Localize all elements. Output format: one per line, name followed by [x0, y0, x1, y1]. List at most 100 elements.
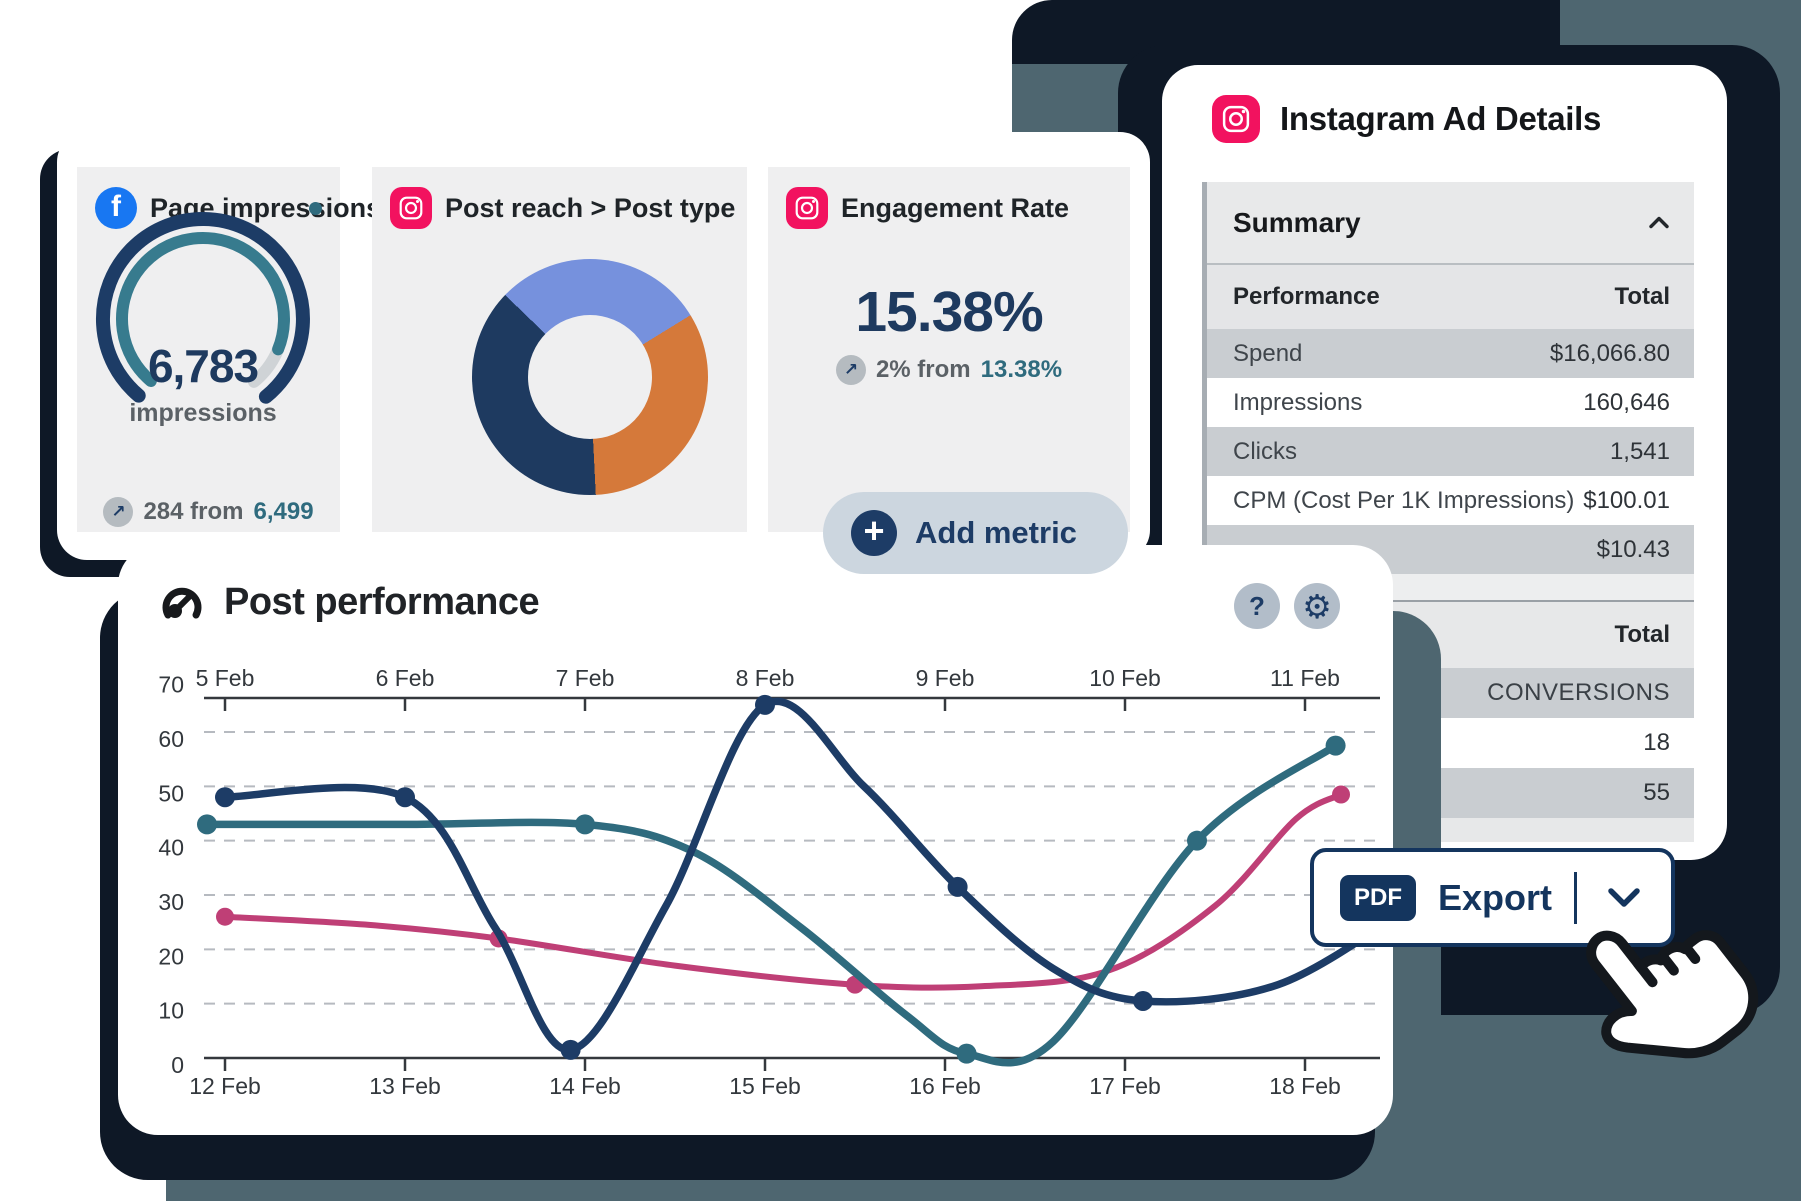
x-axis-bottom-label: 15 Feb: [729, 1073, 801, 1099]
x-axis-top-label: 5 Feb: [196, 665, 255, 691]
x-axis-top-label: 11 Feb: [1270, 665, 1340, 691]
row-value: $10.43: [1596, 535, 1670, 563]
facebook-icon: f: [95, 187, 137, 229]
table-row: Impressions 160,646: [1207, 378, 1694, 427]
summary-section-label: Summary: [1233, 206, 1361, 238]
export-divider: [1574, 871, 1577, 924]
series-teal-line: [203, 741, 1340, 1067]
series-pink-point: [1332, 785, 1350, 804]
pdf-badge: PDF: [1340, 874, 1416, 921]
x-axis-top-label: 7 Feb: [556, 665, 615, 691]
x-axis-bottom-label: 16 Feb: [909, 1073, 981, 1099]
tile-page-impressions[interactable]: f Page impressions 6,783 impressions ↗ 2…: [77, 167, 381, 532]
series-teal-point: [1325, 735, 1346, 756]
row-value: CONVERSIONS: [1487, 679, 1670, 706]
chevron-down-icon[interactable]: [1607, 887, 1641, 909]
table-row: Spend $16,066.80: [1207, 329, 1694, 378]
row-value: 18: [1643, 729, 1670, 756]
panel-header: Instagram Ad Details: [1212, 95, 1601, 143]
tile-post-reach[interactable]: Post reach > Post type: [372, 167, 747, 532]
series-navy-point: [215, 787, 235, 808]
export-button[interactable]: PDF Export: [1310, 848, 1675, 947]
column-total-2: Total: [1614, 621, 1670, 648]
row-value: $100.01: [1583, 486, 1670, 514]
series-teal-point: [575, 814, 595, 835]
y-axis-label: 70: [158, 672, 184, 698]
series-navy-line: [221, 697, 1393, 1054]
x-axis-bottom-label: 12 Feb: [189, 1073, 261, 1099]
series-teal-point: [956, 1043, 977, 1064]
add-metric-button[interactable]: + Add metric: [823, 492, 1128, 574]
x-axis-top-label: 8 Feb: [736, 665, 795, 691]
summary-section-header[interactable]: Summary: [1207, 182, 1694, 263]
gear-icon[interactable]: ⚙: [1294, 583, 1340, 629]
engagement-rate-value: 15.38%: [855, 280, 1043, 344]
row-label: Spend: [1233, 339, 1303, 367]
row-value: 1,541: [1609, 437, 1670, 465]
add-metric-label: Add metric: [915, 515, 1077, 550]
rate-delta-row: ↗ 2% from 13.38%: [768, 355, 1130, 385]
trend-up-icon: ↗: [103, 497, 134, 527]
gauge-unit: impressions: [129, 399, 277, 427]
handle-dot-icon: [309, 202, 322, 215]
instagram-icon: [1212, 95, 1260, 143]
x-axis-top-label: 6 Feb: [376, 665, 435, 691]
instagram-icon: [786, 187, 828, 229]
tile-header: Post reach > Post type: [390, 187, 735, 229]
x-axis-bottom-label: 13 Feb: [369, 1073, 441, 1099]
tile-header: Engagement Rate: [786, 187, 1069, 229]
y-axis-label: 30: [158, 889, 184, 915]
post-performance-line-chart: 70 60 50 40 30 20 10 0 5 Feb 6 Feb 7 Feb 8 Feb 9 Feb…: [158, 665, 1393, 1099]
panel-title: Instagram Ad Details: [1280, 100, 1602, 137]
post-type-donut-chart: [472, 259, 708, 495]
tile-engagement-rate[interactable]: Engagement Rate 15.38% ↗ 2% from 13.38%: [768, 167, 1130, 532]
row-label: CPM (Cost Per 1K Impressions): [1233, 486, 1575, 514]
table-row: CPM (Cost Per 1K Impressions) $100.01: [1207, 476, 1694, 525]
series-navy-point: [1133, 990, 1153, 1011]
series-teal-point: [1187, 830, 1207, 851]
delta-reference: 13.38%: [980, 356, 1063, 383]
tile-title: Engagement Rate: [841, 192, 1070, 223]
series-navy-point: [395, 787, 415, 808]
impressions-gauge: [83, 197, 323, 437]
y-axis-label: 60: [158, 726, 184, 752]
y-axis-label: 10: [158, 998, 184, 1024]
y-axis-label: 20: [158, 943, 184, 969]
speedometer-icon: [162, 587, 202, 618]
series-pink-point: [216, 907, 234, 926]
y-axis-label: 0: [171, 1052, 184, 1078]
row-value: 160,646: [1583, 388, 1670, 416]
row-label: Impressions: [1233, 388, 1363, 416]
x-axis-bottom-label: 18 Feb: [1269, 1073, 1341, 1099]
delta-reference: 6,499: [253, 498, 314, 525]
series-teal-point: [197, 814, 217, 835]
export-label: Export: [1438, 876, 1553, 918]
row-value: 55: [1643, 779, 1670, 806]
delta-text: 2% from: [875, 356, 971, 383]
table-column-header: Performance Total: [1207, 263, 1694, 329]
help-icon[interactable]: ?: [1234, 583, 1280, 629]
column-total: Total: [1614, 283, 1670, 310]
y-axis-label: 40: [158, 835, 184, 861]
series-navy-point: [560, 1039, 581, 1060]
series-navy-point: [755, 694, 775, 715]
x-axis-top-label: 9 Feb: [916, 665, 975, 691]
gauge-inner-arc: [116, 232, 290, 387]
y-axis-label: 50: [158, 780, 184, 806]
gauge-delta-row: ↗ 284 from 6,499: [77, 497, 340, 527]
plus-icon: +: [851, 510, 897, 556]
table-row: Clicks 1,541: [1207, 427, 1694, 476]
delta-text: 284 from: [143, 498, 244, 525]
trend-up-icon: ↗: [835, 355, 866, 385]
summary-table-body: Spend $16,066.80 Impressions 160,646 Clicks 1…: [1207, 329, 1694, 574]
gauge-outer-arc: [96, 212, 310, 404]
metrics-card: f Page impressions 6,783 impressions ↗ 2…: [57, 132, 1150, 560]
row-value: $16,066.80: [1549, 339, 1670, 367]
tile-title: Post reach > Post type: [445, 192, 736, 223]
instagram-icon: [390, 187, 432, 229]
x-axis-bottom-label: 17 Feb: [1089, 1073, 1161, 1099]
x-axis-top-label: 10 Feb: [1089, 665, 1161, 691]
column-performance: Performance: [1233, 283, 1380, 310]
chart-header: Post performance: [162, 581, 540, 624]
